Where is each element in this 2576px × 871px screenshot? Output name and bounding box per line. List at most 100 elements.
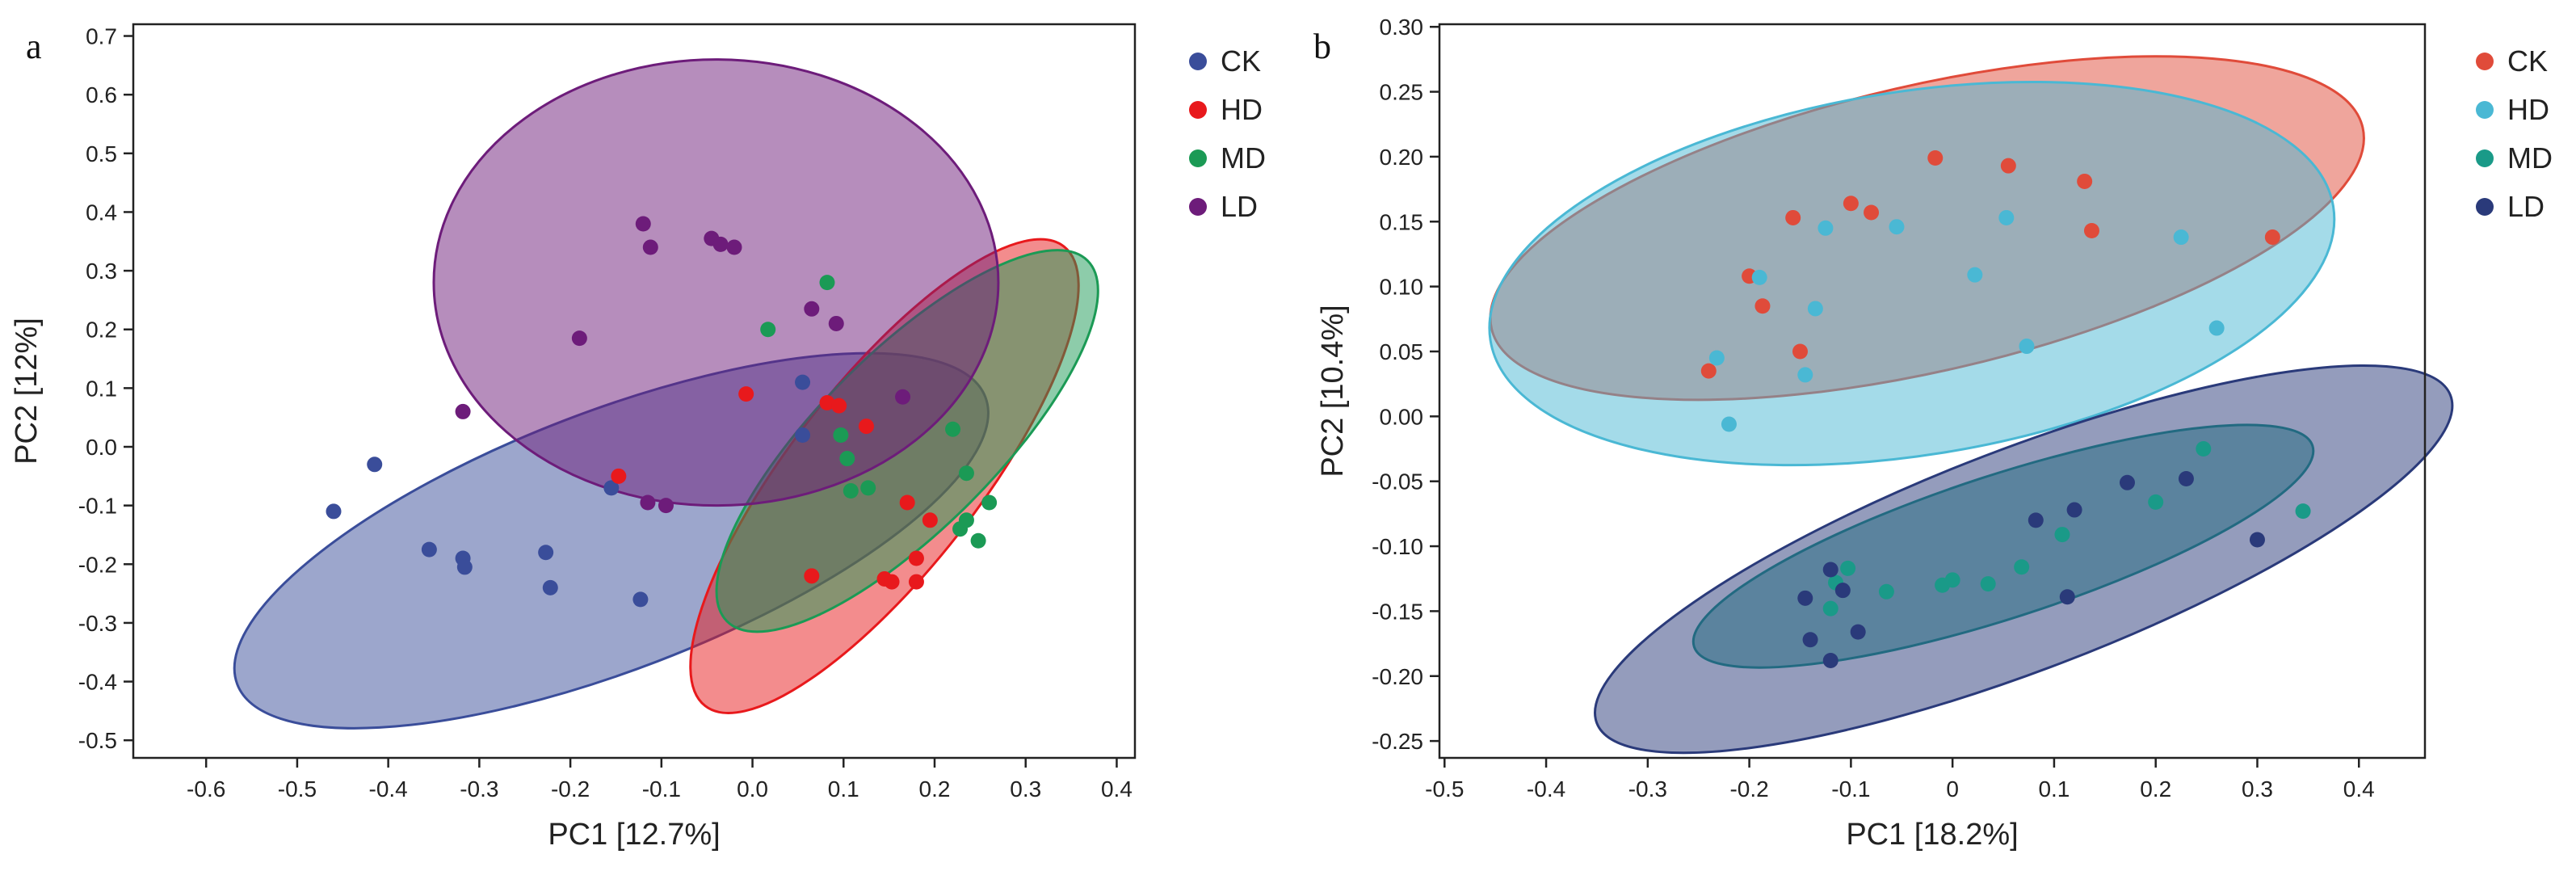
data-point-hd [1751, 269, 1767, 285]
x-tick-label: -0.3 [1628, 776, 1667, 802]
y-tick-label: 0.05 [1380, 339, 1424, 364]
legend-marker-ck [2476, 53, 2494, 70]
data-point-ld [828, 315, 844, 331]
x-tick-label: 0.0 [737, 776, 768, 802]
data-point-hd [1967, 267, 1983, 283]
y-tick-label: 0.10 [1380, 275, 1424, 300]
data-point-md [839, 451, 855, 467]
y-tick-label: -0.10 [1372, 534, 1423, 559]
data-point-md [2054, 527, 2070, 543]
y-tick-label: 0.5 [86, 141, 117, 166]
y-tick-label: 0.6 [86, 82, 117, 107]
data-point-ck [1700, 363, 1717, 379]
y-tick-label: -0.20 [1372, 664, 1423, 689]
data-point-hd [738, 386, 754, 402]
confidence-ellipse-ld [432, 58, 1000, 507]
data-point-ck [632, 591, 649, 608]
y-tick-label: -0.05 [1372, 469, 1423, 494]
data-point-md [1944, 572, 1960, 588]
data-point-ld [658, 498, 674, 514]
y-tick-label: 0.25 [1380, 80, 1424, 105]
data-point-ld [642, 239, 658, 255]
y-tick-label: 0.0 [86, 435, 117, 460]
x-tick-label: 0.1 [828, 776, 859, 802]
data-point-ck [1864, 204, 1880, 221]
data-point-ck [1785, 209, 1801, 225]
x-tick-label: -0.1 [1831, 776, 1870, 802]
y-tick-label: 0.00 [1380, 404, 1424, 429]
x-axis-title: PC1 [12.7%] [548, 818, 720, 852]
data-point-ck [326, 503, 342, 520]
data-point-ck [1792, 343, 1808, 360]
legend-label-md: MD [2507, 141, 2553, 175]
data-point-ld [2059, 589, 2075, 605]
data-point-md [970, 532, 986, 549]
data-point-ck [1754, 298, 1771, 314]
data-point-ld [1834, 583, 1851, 599]
data-point-ld [640, 494, 656, 511]
data-point-ck [367, 457, 383, 473]
data-point-hd [2208, 320, 2225, 336]
confidence-ellipse-ld [1594, 364, 2454, 755]
data-point-ld [571, 330, 587, 347]
data-point-ck [795, 374, 811, 390]
data-point-md [1980, 576, 1996, 592]
data-point-ld [1797, 590, 1813, 606]
data-point-hd [908, 574, 924, 590]
x-tick-label: -0.4 [369, 776, 408, 802]
data-point-md [833, 427, 849, 443]
y-tick-label: 0.7 [86, 24, 117, 49]
data-point-hd [819, 395, 835, 411]
x-tick-label: -0.6 [187, 776, 225, 802]
data-point-md [2196, 441, 2212, 457]
y-axis-title: PC2 [12%] [10, 318, 44, 465]
x-tick-label: 0.4 [1101, 776, 1133, 802]
y-tick-label: -0.1 [78, 494, 117, 519]
data-point-md [945, 421, 961, 437]
data-point-hd [1817, 220, 1834, 236]
legend-marker-hd [1189, 101, 1207, 119]
data-point-md [843, 482, 859, 499]
data-point-hd [2173, 229, 2189, 246]
data-point-hd [922, 512, 938, 528]
x-tick-label: -0.5 [1425, 776, 1464, 802]
data-point-hd [908, 550, 924, 566]
data-point-hd [899, 494, 915, 511]
data-point-ld [2249, 532, 2265, 548]
data-point-ck [542, 579, 558, 595]
data-point-hd [1807, 301, 1823, 317]
data-point-md [819, 275, 835, 291]
y-tick-label: -0.2 [78, 552, 117, 577]
data-point-hd [804, 568, 820, 584]
x-tick-label: 0 [1946, 776, 1959, 802]
legend: CK HD MD LD [2476, 44, 2553, 223]
y-tick-label: 0.15 [1380, 209, 1424, 234]
data-point-md [760, 322, 776, 338]
data-point-ck [2083, 223, 2099, 239]
y-tick-label: 0.3 [86, 259, 117, 284]
legend-marker-md [1189, 149, 1207, 167]
data-point-ck [538, 545, 554, 561]
data-point-ck [795, 427, 811, 443]
x-tick-label: 0.2 [2140, 776, 2171, 802]
data-point-md [958, 512, 974, 528]
y-tick-label: 0.1 [86, 376, 117, 401]
data-point-md [1822, 600, 1838, 616]
data-point-md [2014, 559, 2030, 575]
x-tick-label: -0.3 [460, 776, 498, 802]
x-tick-label: -0.1 [642, 776, 681, 802]
data-point-ld [2178, 470, 2194, 486]
panel-letter: a [26, 27, 42, 66]
legend-label-hd: HD [2507, 93, 2549, 126]
data-point-hd [1998, 209, 2015, 225]
y-tick-label: 0.20 [1380, 145, 1424, 170]
data-point-ck [2077, 173, 2093, 189]
legend-marker-md [2476, 149, 2494, 167]
plot-frame [132, 23, 1137, 759]
data-point-ck [456, 559, 473, 575]
data-point-hd [611, 468, 627, 484]
data-point-md [2148, 494, 2164, 510]
legend-label-hd: HD [1221, 93, 1263, 126]
data-point-ld [895, 389, 911, 405]
y-tick-label: 0.2 [86, 318, 117, 343]
